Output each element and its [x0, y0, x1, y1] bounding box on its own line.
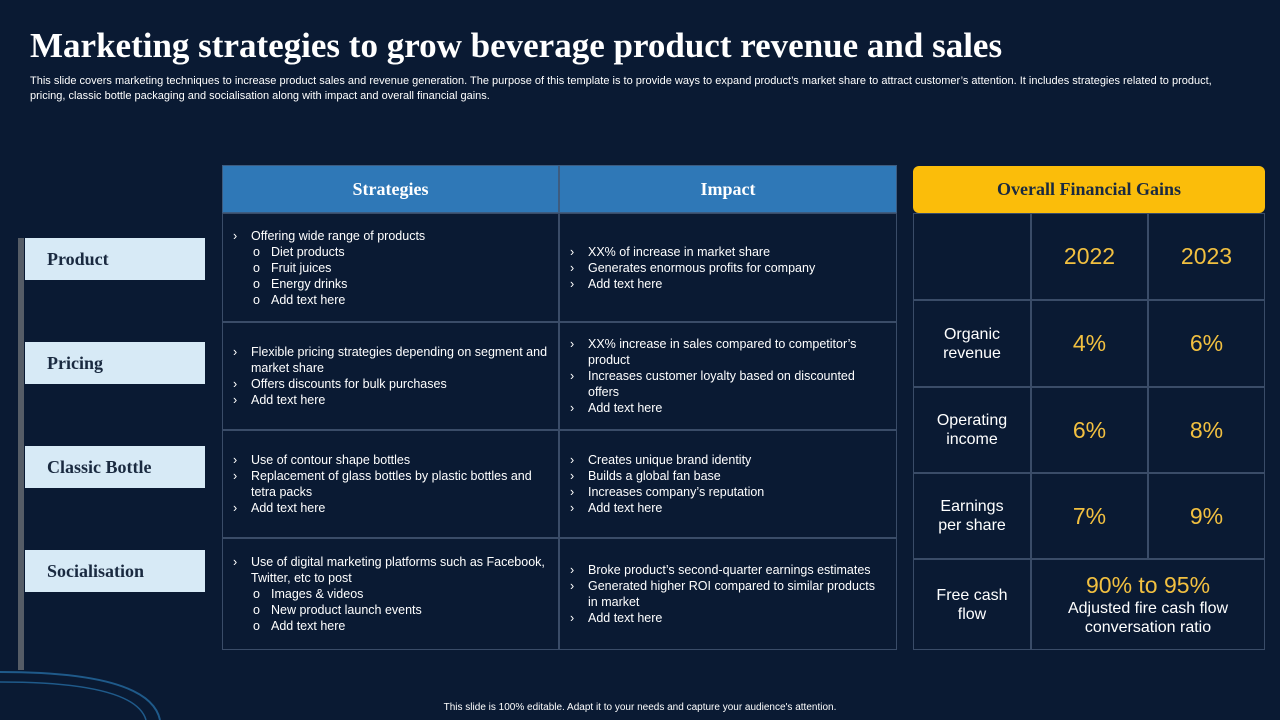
bullet-item: Increases customer loyalty based on disc… — [570, 368, 886, 400]
sub-bullet-item: Diet products — [233, 244, 548, 260]
value-cell: 90% to 95% Adjusted fire cash flow conver… — [1031, 559, 1265, 650]
bullet-item: Generates enormous profits for company — [570, 260, 886, 276]
description: This slide covers marketing techniques t… — [30, 75, 1212, 102]
metric-label: Earnings per share — [938, 498, 1006, 534]
category-label: Classic Bottle — [25, 446, 205, 488]
value-cell: 7% — [1031, 473, 1148, 559]
table-cell: Creates unique brand identityBuilds a gl… — [559, 430, 897, 538]
year-cell: 2022 — [1031, 213, 1148, 300]
bullet-list: Offering wide range of productsDiet prod… — [233, 228, 548, 308]
value-cell: 6% — [1148, 300, 1265, 387]
metric-value: 6% — [1189, 330, 1224, 356]
metric-cell: Operating income — [913, 387, 1031, 473]
table-header: Impact — [559, 165, 897, 213]
metric-value: 9% — [1189, 502, 1224, 529]
bullet-item: XX% increase in sales compared to compet… — [570, 336, 886, 368]
side-bar — [18, 238, 24, 670]
year-cell: 2023 — [1148, 213, 1265, 300]
table-cell: Use of digital marketing platforms such … — [222, 538, 559, 650]
value-cell: 6% — [1031, 387, 1148, 473]
category-label: Socialisation — [25, 550, 205, 592]
bullet-item: Add text here — [570, 500, 886, 516]
metric-value: 90% to 95% — [1085, 572, 1211, 598]
value-cell: 4% — [1031, 300, 1148, 387]
bullet-item: Generated higher ROI compared to similar… — [570, 578, 886, 610]
year: 2023 — [1180, 243, 1233, 269]
footer: This slide is 100% editable. Adapt it to… — [443, 702, 837, 713]
bullet-item: Use of contour shape bottles — [233, 452, 548, 468]
sub-bullet-item: Energy drinks — [233, 276, 548, 292]
bullet-item: Broke product’s second-quarter earnings … — [570, 562, 886, 578]
metric-label: Operating income — [936, 412, 1008, 448]
bullet-item: Offers discounts for bulk purchases — [233, 376, 548, 392]
bullet-item: Add text here — [233, 392, 548, 408]
bullet-item: Builds a global fan base — [570, 468, 886, 484]
bullet-item: Use of digital marketing platforms such … — [233, 554, 548, 586]
gains-header: Overall Financial Gains — [913, 166, 1265, 213]
bullet-list: XX% increase in sales compared to compet… — [570, 336, 886, 416]
decor-arcs — [0, 671, 161, 720]
bullet-list: Flexible pricing strategies depending on… — [233, 344, 548, 408]
table-cell: Flexible pricing strategies depending on… — [222, 322, 559, 430]
sub-bullet-item: Add text here — [233, 618, 548, 634]
metric-cell: Free cash flow — [913, 559, 1031, 650]
metric-cell: Earnings per share — [913, 473, 1031, 559]
bullet-list: XX% of increase in market shareGenerates… — [570, 244, 886, 292]
bullet-item: Creates unique brand identity — [570, 452, 886, 468]
value-cell: 9% — [1148, 473, 1265, 559]
metric-label: Organic revenue — [943, 325, 1001, 362]
table-cell: Broke product’s second-quarter earnings … — [559, 538, 897, 650]
bullet-list: Use of contour shape bottlesReplacement … — [233, 452, 548, 516]
sub-bullet-item: Add text here — [233, 292, 548, 308]
metric-value: 8% — [1189, 416, 1224, 443]
value-cell: 8% — [1148, 387, 1265, 473]
bullet-list: Use of digital marketing platforms such … — [233, 554, 548, 634]
metric-value: 6% — [1072, 416, 1107, 443]
table-header: Strategies — [222, 165, 559, 213]
bullet-item: Replacement of glass bottles by plastic … — [233, 468, 548, 500]
table-cell: Use of contour shape bottlesReplacement … — [222, 430, 559, 538]
bullet-list: Creates unique brand identityBuilds a gl… — [570, 452, 886, 516]
table-cell: XX% increase in sales compared to compet… — [559, 322, 897, 430]
table-cell: XX% of increase in market shareGenerates… — [559, 213, 897, 322]
bullet-item: Offering wide range of products — [233, 228, 548, 244]
category-label: Pricing — [25, 342, 205, 384]
bullet-item: Add text here — [570, 610, 886, 626]
bullet-item: Increases company’s reputation — [570, 484, 886, 500]
bullet-list: Broke product’s second-quarter earnings … — [570, 562, 886, 626]
metric-note: Adjusted fire cash flow conversation rat… — [1067, 600, 1229, 636]
sub-bullet-item: Images & videos — [233, 586, 548, 602]
table-cell: Offering wide range of productsDiet prod… — [222, 213, 559, 322]
sub-bullet-item: Fruit juices — [233, 260, 548, 276]
bullet-item: Add text here — [570, 400, 886, 416]
year: 2022 — [1063, 243, 1116, 269]
category-label: Product — [25, 238, 205, 280]
gains-corner — [913, 213, 1031, 300]
sub-bullet-item: New product launch events — [233, 602, 548, 618]
title: Marketing strategies to grow beverage pr… — [30, 26, 1003, 65]
bullet-item: Add text here — [570, 276, 886, 292]
bullet-item: Flexible pricing strategies depending on… — [233, 344, 548, 376]
metric-value: 7% — [1072, 502, 1107, 529]
metric-label: Free cash flow — [936, 586, 1008, 623]
metric-cell: Organic revenue — [913, 300, 1031, 387]
bullet-item: Add text here — [233, 500, 548, 516]
bullet-item: XX% of increase in market share — [570, 244, 886, 260]
metric-value: 4% — [1072, 330, 1107, 356]
